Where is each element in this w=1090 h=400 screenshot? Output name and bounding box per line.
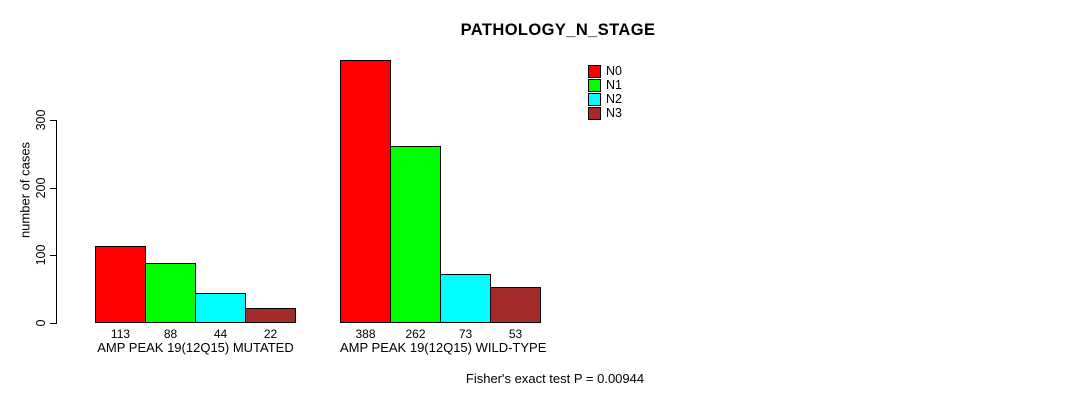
bar-n3-group1 bbox=[245, 308, 296, 323]
y-axis-tick bbox=[50, 119, 56, 121]
legend-label: N3 bbox=[606, 106, 622, 120]
bar-n1-group1 bbox=[145, 263, 196, 323]
group-label: AMP PEAK 19(12Q15) MUTATED bbox=[97, 340, 294, 355]
legend-item: N0 bbox=[588, 64, 622, 78]
bar-n3-group2 bbox=[490, 287, 541, 323]
bar-value-label: 73 bbox=[458, 327, 473, 341]
bar-n0-group1 bbox=[95, 246, 146, 323]
y-axis-line bbox=[56, 119, 57, 324]
bar-n2-group2 bbox=[440, 274, 491, 323]
legend-label: N2 bbox=[606, 92, 622, 106]
legend-item: N1 bbox=[588, 78, 622, 92]
bar-n1-group2 bbox=[390, 146, 441, 323]
legend-item: N3 bbox=[588, 106, 622, 120]
y-axis-tick-label: 100 bbox=[34, 244, 48, 266]
fisher-test-annotation: Fisher's exact test P = 0.00944 bbox=[465, 371, 645, 386]
legend-swatch-n3 bbox=[588, 106, 601, 120]
bar-value-label: 88 bbox=[163, 327, 178, 341]
bar-value-label: 53 bbox=[508, 327, 523, 341]
y-axis-tick-label: 300 bbox=[34, 109, 48, 131]
bar-value-label: 388 bbox=[355, 327, 376, 341]
y-axis-tick-label: 200 bbox=[34, 177, 48, 199]
bar-n2-group1 bbox=[195, 293, 246, 323]
y-axis-tick bbox=[50, 323, 56, 324]
y-axis-tick-label: 0 bbox=[34, 319, 48, 327]
bar-value-label: 44 bbox=[213, 327, 228, 341]
group-label: AMP PEAK 19(12Q15) WILD-TYPE bbox=[340, 340, 547, 355]
y-axis-label: number of cases bbox=[17, 141, 33, 239]
bar-value-label: 113 bbox=[110, 327, 131, 341]
bar-value-label: 22 bbox=[263, 327, 278, 341]
legend: N0 N1 N2 N3 bbox=[588, 64, 622, 120]
legend-swatch-n0 bbox=[588, 64, 601, 78]
y-axis-tick bbox=[50, 255, 56, 257]
legend-label: N1 bbox=[606, 78, 622, 92]
chart-title: PATHOLOGY_N_STAGE bbox=[460, 21, 656, 39]
y-axis-tick bbox=[50, 187, 56, 189]
legend-swatch-n1 bbox=[588, 78, 601, 92]
legend-item: N2 bbox=[588, 92, 622, 106]
bar-value-label: 262 bbox=[405, 327, 426, 341]
legend-label: N0 bbox=[606, 64, 622, 78]
bar-n0-group2 bbox=[340, 60, 391, 323]
legend-swatch-n2 bbox=[588, 92, 601, 106]
